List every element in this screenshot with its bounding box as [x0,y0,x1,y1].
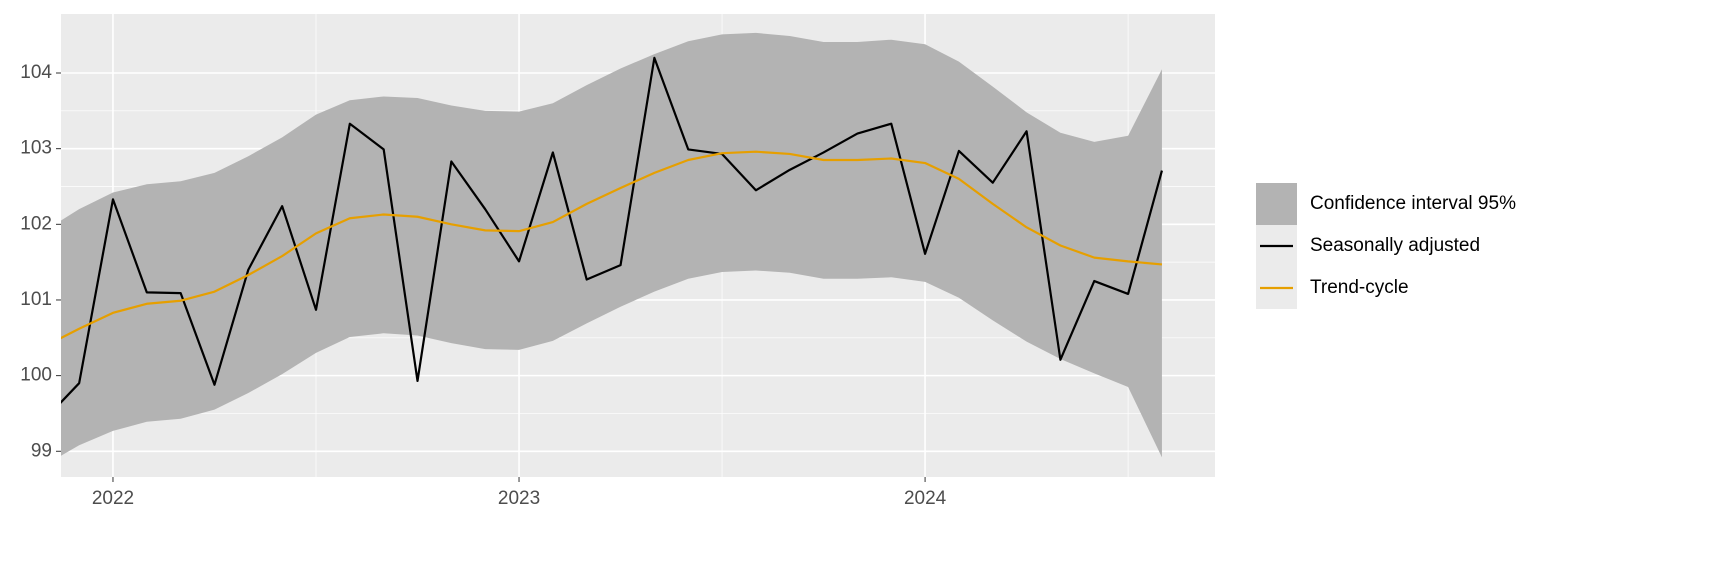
y-tick-label: 101 [20,289,52,310]
legend-label: Trend-cycle [1310,277,1409,298]
series-line [61,56,1163,404]
y-tick-label: 104 [20,62,52,83]
legend-label: Confidence interval 95% [1310,193,1516,214]
x-tick-label: 2022 [92,488,134,509]
legend-label: Seasonally adjusted [1310,235,1480,256]
axes: 99 100 101 102 103 104 2022 2023 2024 [20,62,946,509]
series-line [61,150,1163,340]
x-tick-label: 2024 [904,488,947,509]
y-tick-label: 100 [20,365,52,386]
legend-key [1256,183,1297,225]
legend: Confidence interval 95% Seasonally adjust… [1256,183,1516,309]
y-tick-label: 103 [20,138,52,159]
x-tick-label: 2023 [498,488,540,509]
y-tick-label: 102 [20,213,52,234]
confidence-band [61,32,1162,458]
y-tick-label: 99 [31,440,52,461]
plot-area [61,32,1163,458]
